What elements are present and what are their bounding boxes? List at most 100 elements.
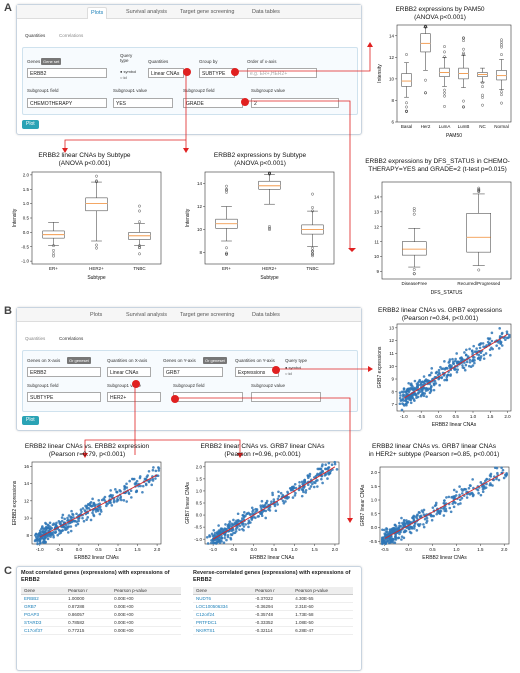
data-point [435,512,438,516]
tab-target-screening-b[interactable]: Target gene screening [180,312,235,318]
y-tick-label: 8 [199,250,202,255]
data-point [46,537,50,541]
col-gene[interactable]: Gene [21,587,66,595]
gene-cell[interactable]: PGAP3 [21,610,66,619]
col-pearson-r[interactable]: Pearson r [252,587,293,595]
data-point [488,474,492,477]
tab-data-tables-b[interactable]: Data tables [252,312,280,318]
data-point [437,368,441,372]
data-point [110,504,114,507]
gene-cell[interactable]: ERBB2 [21,594,66,603]
data-point [465,496,469,499]
y-tick-label: 12 [389,338,395,343]
data-point [428,382,432,386]
data-point [81,507,85,510]
geneset-y-button[interactable]: Or geneset [203,357,227,364]
subgroup2-value-select[interactable]: 2 [251,98,339,108]
table-row: C17orf37 0.77215 0.00E+00 [21,626,181,635]
gene-cell[interactable]: GRB7 [21,602,66,611]
tab-plots-b[interactable]: Plots [90,312,103,318]
subgroup1-field-select-b[interactable]: SUBTYPE [27,392,101,402]
data-point [98,512,102,516]
radio-id[interactable]: ○ id [120,75,127,80]
data-point [248,513,252,516]
col-pearson-p[interactable]: Pearson p-value [292,587,353,595]
plot-button[interactable]: Plot [22,120,39,129]
subtab-quantities-b[interactable]: Quantities [25,336,46,341]
y-tick-label: 2.0 [23,172,30,177]
data-point [157,469,161,472]
x-tick-label: 2.0 [154,547,161,552]
subgroup1-field-select[interactable]: CHEMOTHERAPY [27,98,107,108]
data-point [472,344,475,348]
subgroup1-value-label: Subgroup1 value [113,88,148,93]
plot-frame [396,24,512,123]
tab-survival-b[interactable]: Survival analysis [126,312,167,318]
y-tick-label: 7 [391,402,394,407]
gene-x-input[interactable]: ERBB2 [27,367,101,377]
data-point [476,357,480,360]
data-point [82,519,86,523]
y-tick-label: 13 [374,209,380,214]
x-axis-label: ERBB2 linear CNAs [74,555,119,561]
radio-id-b[interactable]: ○ id [285,371,292,376]
data-point [222,541,226,544]
ui-panel-a: Plots Survival analysis Target gene scre… [16,4,362,135]
subtab-quantities[interactable]: Quantities [25,33,46,38]
pearson-r-cell: -0.32114 [252,626,293,635]
gene-cell[interactable]: NKIRTS1 [193,626,253,635]
data-point [250,506,254,510]
data-point [312,481,316,484]
subgroup2-value-select-b[interactable] [251,392,321,402]
tab-survival[interactable]: Survival analysis [126,9,167,15]
data-point [226,533,230,537]
col-pearson-p[interactable]: Pearson p-value [111,587,181,595]
data-point [416,395,420,399]
outlier [462,99,465,103]
data-point [91,511,94,515]
data-point [89,518,93,522]
gene-input[interactable]: ERBB2 [27,68,107,78]
data-point [304,491,308,494]
box [420,33,431,53]
order-input[interactable]: e.g. ER+,HER2+ [247,68,317,78]
tab-data-tables[interactable]: Data tables [252,9,280,15]
data-point [442,514,446,517]
data-point [216,540,219,544]
outlier [477,268,481,272]
geneset-x-button[interactable]: Or geneset [67,357,91,364]
gene-y-input[interactable]: GRB7 [163,367,223,377]
data-point [247,525,250,529]
col-pearson-r[interactable]: Pearson r [65,587,112,595]
col-gene[interactable]: Gene [193,587,253,595]
gene-cell[interactable]: STARD3 [21,618,66,627]
data-point [77,517,80,521]
gene-cell[interactable]: NUDT6 [193,594,253,603]
subgroup1-value-select[interactable]: YES [113,98,173,108]
gene-cell[interactable]: C17orf37 [21,626,66,635]
data-point [45,535,48,539]
radio-symbol-b[interactable]: ● symbol [285,365,302,370]
tab-target-screening[interactable]: Target gene screening [180,9,235,15]
plot-button-b[interactable]: Plot [22,416,39,425]
gene-cell[interactable]: LOC100506334 [193,602,253,611]
tab-plots[interactable]: Plots [87,7,108,19]
data-point [111,494,115,497]
data-point [495,344,498,347]
gene-cell[interactable]: PRTFDC1 [193,618,253,627]
data-point [429,513,432,517]
quantities-x-select[interactable]: Linear CNAs [107,367,151,377]
subgroup1-value-select-b[interactable]: HER2+ [107,392,161,402]
query-type-label: Query type [120,53,133,63]
radio-symbol[interactable]: ● symbol [120,69,137,74]
data-point [411,393,414,397]
data-point [56,533,60,537]
y-tick-label: 2.0 [196,464,203,469]
subtab-correlations[interactable]: Correlations [59,33,84,38]
data-point [434,501,438,505]
gene-set-button[interactable]: Gene set [41,58,62,65]
data-point [154,469,158,473]
data-point [44,540,48,544]
gene-cell[interactable]: C12orf24 [193,610,253,619]
subtab-correlations-b[interactable]: Correlations [59,336,84,341]
